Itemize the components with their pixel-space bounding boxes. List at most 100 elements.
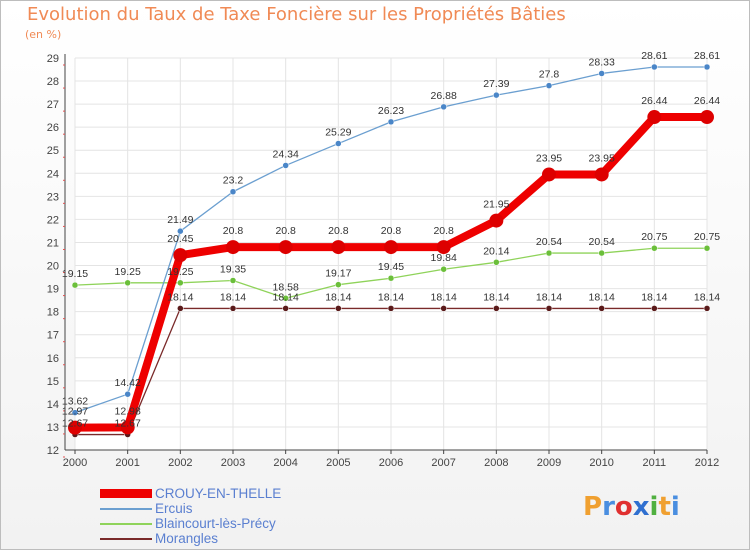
data-label-1: 27.8 <box>539 69 560 81</box>
data-label-1: 28.61 <box>641 50 667 62</box>
series-point-2 <box>545 249 553 257</box>
series-point-0 <box>436 240 451 255</box>
series-point-2 <box>282 295 289 302</box>
legend-swatch <box>100 507 152 510</box>
data-label-1: 14.42 <box>115 377 141 389</box>
data-label-3: 12.67 <box>115 418 141 430</box>
logo-letter: o <box>614 492 633 522</box>
data-label-3: 12.67 <box>62 418 88 430</box>
data-label-1: 24.34 <box>273 148 299 160</box>
y-tick-label: 14 <box>47 399 59 411</box>
data-label-0: 26.44 <box>694 95 720 107</box>
series-point-1 <box>335 140 342 147</box>
data-label-1: 23.2 <box>223 175 244 187</box>
series-point-0 <box>68 420 82 435</box>
logo-letter: i <box>670 492 680 522</box>
x-tick-label: 2010 <box>589 457 613 469</box>
data-label-0: 20.8 <box>328 225 349 237</box>
series-point-0 <box>226 240 240 255</box>
data-label-2: 19.25 <box>115 266 141 278</box>
series-point-2 <box>703 244 711 252</box>
legend-swatch <box>100 537 152 540</box>
series-point-2 <box>335 281 342 288</box>
y-tick-label: 28 <box>47 76 59 88</box>
x-tick-label: 2005 <box>326 457 350 469</box>
series-point-1 <box>177 227 184 235</box>
data-label-3: 18.14 <box>431 291 457 303</box>
y-tick-label: 20 <box>47 261 59 273</box>
y-tick-label: 22 <box>47 214 59 226</box>
data-label-1: 26.23 <box>378 105 404 117</box>
series-point-2 <box>493 259 500 266</box>
data-label-3: 18.14 <box>220 291 246 303</box>
proxiti-logo: Proxiti <box>583 492 680 522</box>
x-tick-label: 2008 <box>484 457 508 469</box>
data-label-2: 19.45 <box>378 261 404 273</box>
data-label-1: 27.39 <box>483 78 509 90</box>
data-label-0: 12.97 <box>62 406 88 418</box>
data-label-0: 20.8 <box>381 225 402 237</box>
data-label-2: 19.17 <box>325 268 351 280</box>
data-label-1: 26.88 <box>431 90 457 102</box>
x-tick-label: 2007 <box>431 457 455 469</box>
series-point-2 <box>71 281 79 289</box>
data-label-1: 13.62 <box>62 396 88 408</box>
data-label-2: 18.58 <box>273 281 299 293</box>
y-tick-label: 27 <box>47 99 59 111</box>
chart-title: Evolution du Taux de Taxe Foncière sur l… <box>27 4 566 25</box>
x-tick-label: 2011 <box>643 457 667 469</box>
series-point-2 <box>598 249 605 257</box>
series-point-1 <box>71 409 79 416</box>
data-label-1: 25.29 <box>325 127 351 139</box>
y-tick-label: 29 <box>47 53 59 65</box>
x-tick-label: 2012 <box>695 457 719 469</box>
data-label-2: 19.25 <box>167 266 193 278</box>
data-label-3: 18.14 <box>536 291 562 303</box>
x-tick-label: 2002 <box>168 457 192 469</box>
data-label-1: 21.49 <box>167 214 193 226</box>
legend-swatch <box>100 489 152 498</box>
series-point-1 <box>651 63 658 71</box>
data-label-2: 20.75 <box>694 231 720 243</box>
series-point-1 <box>229 188 237 195</box>
series-point-0 <box>489 213 504 228</box>
data-label-3: 18.14 <box>641 291 667 303</box>
y-tick-label: 24 <box>47 168 59 180</box>
series-point-3 <box>440 305 447 312</box>
x-tick-label: 2004 <box>273 457 297 469</box>
y-tick-label: 13 <box>47 422 59 434</box>
data-label-3: 18.14 <box>378 291 404 303</box>
data-label-0: 21.95 <box>483 199 509 211</box>
y-tick-label: 21 <box>47 237 59 249</box>
data-label-0: 12.98 <box>115 405 141 417</box>
legend-swatch <box>100 522 152 525</box>
logo-letter: P <box>583 492 603 522</box>
series-point-1 <box>440 103 447 111</box>
y-tick-label: 17 <box>47 330 59 342</box>
x-tick-label: 2009 <box>537 457 561 469</box>
series-point-1 <box>387 118 395 126</box>
series-point-1 <box>282 162 289 169</box>
series-point-3 <box>651 305 658 312</box>
legend-label: Morangles <box>155 531 219 546</box>
data-label-1: 28.33 <box>589 56 615 68</box>
x-tick-label: 2003 <box>221 457 245 469</box>
series-point-0 <box>331 240 346 255</box>
data-label-2: 19.35 <box>220 264 246 276</box>
data-label-2: 20.54 <box>536 236 562 248</box>
series-point-3 <box>177 305 184 312</box>
series-point-0 <box>594 167 609 182</box>
x-tick-label: 2006 <box>379 457 403 469</box>
data-label-0: 20.8 <box>275 225 296 237</box>
series-point-0 <box>647 110 662 125</box>
series-point-0 <box>700 110 714 125</box>
data-label-3: 18.14 <box>273 291 299 303</box>
series-point-1 <box>493 91 500 99</box>
data-label-2: 20.14 <box>483 245 509 257</box>
legend-label: CROUY-EN-THELLE <box>155 486 282 501</box>
series-point-3 <box>545 305 553 312</box>
legend-label: Blaincourt-lès-Précy <box>155 516 276 531</box>
series-point-2 <box>124 279 131 287</box>
series-point-1 <box>598 70 605 77</box>
